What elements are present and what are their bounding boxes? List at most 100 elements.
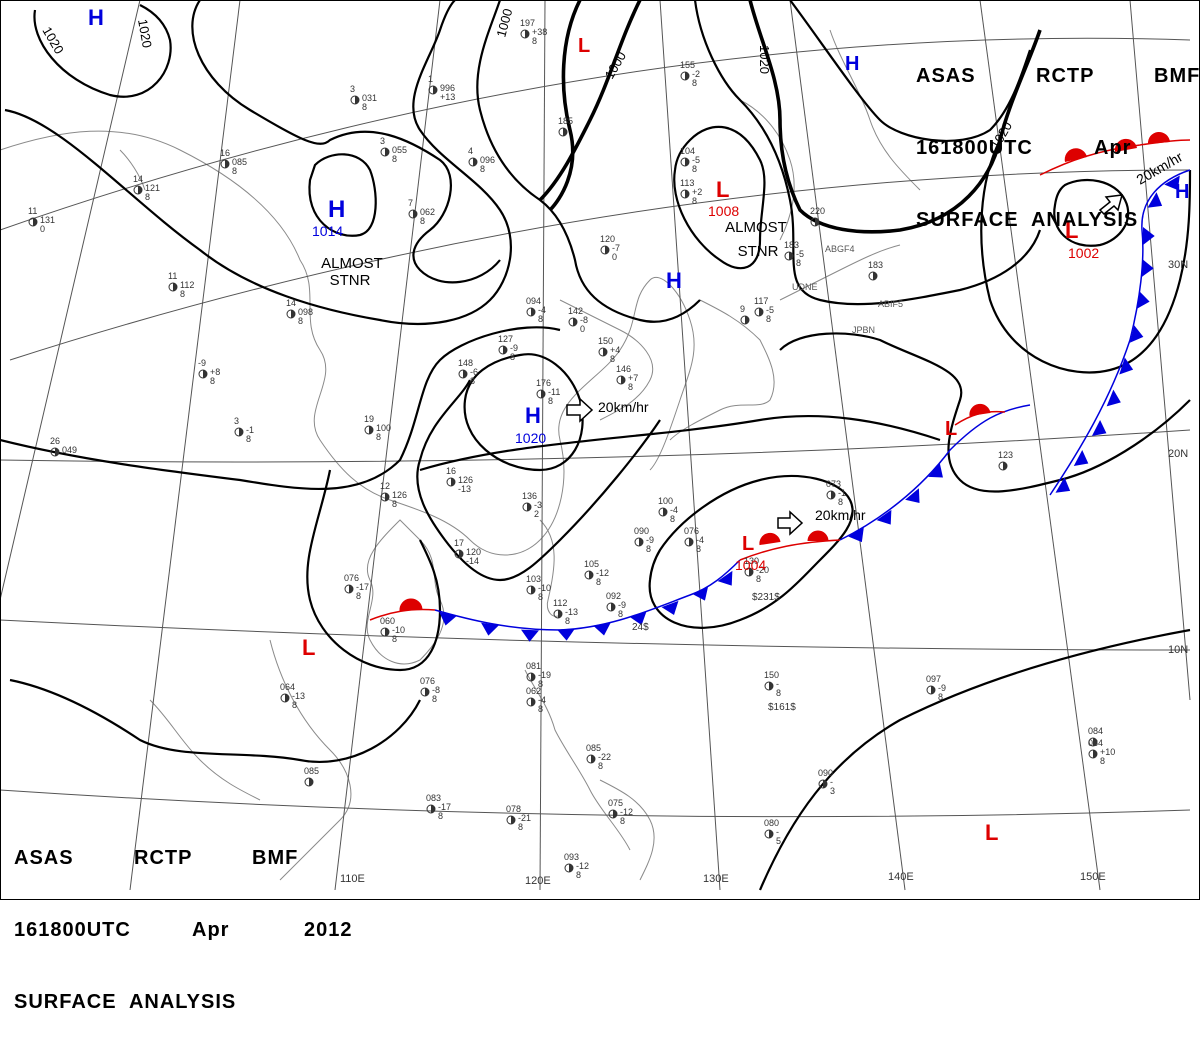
observation-value: 8: [838, 497, 843, 507]
isobar-label: 1020: [135, 18, 155, 49]
station-cloud-cover: [203, 370, 207, 378]
observation-value: -19: [538, 670, 551, 680]
station-cloud-cover: [573, 318, 577, 326]
observation-plot: 146+78: [616, 364, 638, 392]
station-cloud-cover: [239, 428, 243, 436]
observation-value: 11: [168, 271, 177, 281]
header-format: BMF: [252, 847, 299, 869]
observation-plot: 9: [740, 304, 745, 314]
station-cloud-cover: [503, 346, 507, 354]
observation-plot: 142-80: [568, 306, 588, 334]
motion-arrow-h3: [566, 397, 594, 423]
station-cloud-cover: [33, 218, 37, 226]
observation-value: 8: [776, 688, 781, 698]
observation-value: 080: [764, 818, 779, 828]
station-cloud-cover: [1093, 738, 1097, 746]
station-cloud-cover: [385, 148, 389, 156]
observation-value: 8: [392, 154, 397, 164]
motion-arrow-l3: [1098, 194, 1124, 216]
ship-labels: 24$ $231$ $161$: [632, 592, 796, 713]
observation-plot: 185: [558, 116, 573, 126]
observation-value: 8: [1100, 756, 1105, 766]
observation-plot: 103-108: [526, 574, 551, 602]
observation-value: 130: [744, 556, 759, 566]
cold-front-pacific-triangles: [1055, 175, 1180, 493]
observation-value: 8: [538, 592, 543, 602]
station-cloud-cover: [413, 210, 417, 218]
cold-front-triangle: [1129, 325, 1144, 343]
ship-label: $231$: [752, 592, 780, 603]
low-center-l3: L: [1065, 218, 1078, 243]
station-cloud-cover: [789, 252, 793, 260]
header-time: 161800UTC: [916, 137, 1033, 159]
observation-plot: 085-228: [586, 743, 611, 771]
station-cloud-cover: [685, 158, 689, 166]
observation-value: -10: [538, 583, 551, 593]
station-cloud-cover: [309, 778, 313, 786]
observation-plot: 076-88: [420, 676, 440, 704]
observation-plot: 1 996+13: [428, 74, 455, 102]
observation-value: 8: [298, 316, 303, 326]
lon-label-120e: 120E: [525, 875, 551, 887]
observation-plot: 150-8: [764, 670, 781, 698]
observation-value: -12: [596, 568, 609, 578]
observation-value: -13: [565, 607, 578, 617]
observation-value: -10: [392, 625, 405, 635]
observation-value: 8: [438, 811, 443, 821]
station-id-udne: UDNE: [792, 282, 818, 292]
observation-value: -9: [618, 600, 626, 610]
surface-analysis-chart: 160858303181996+134096830558706281412181…: [0, 0, 1200, 900]
observation-value: 14: [133, 174, 143, 184]
station-cloud-cover: [823, 780, 827, 788]
warm-front-pacific-bump-3: [1147, 131, 1170, 144]
cold-front-triangle: [1147, 192, 1163, 208]
cold-front-triangle: [848, 527, 864, 543]
cold-front-triangle: [439, 612, 457, 626]
observation-value: 5: [776, 836, 781, 846]
observation-value: 8: [538, 679, 543, 689]
observation-value: +2: [692, 187, 702, 197]
isobar-label: 1000: [493, 7, 515, 39]
observation-value: 155: [680, 60, 695, 70]
fronts: [369, 131, 1191, 642]
observation-value: +4: [610, 345, 620, 355]
station-cloud-cover: [431, 805, 435, 813]
observation-plot: 183-58: [784, 240, 804, 268]
header-line-1: ASAS RCTP BMF: [14, 846, 374, 870]
cold-front-triangle: [1164, 175, 1180, 191]
observation-value: 8: [548, 396, 553, 406]
observation-value: 8: [628, 382, 633, 392]
header-month: Apr: [1094, 137, 1132, 159]
observation-value: -9: [938, 683, 946, 693]
observation-value: 092: [606, 591, 621, 601]
observation-value: 075: [608, 798, 623, 808]
station-cloud-cover: [759, 308, 763, 316]
observation-value: 8: [756, 574, 761, 584]
observation-value: -5: [796, 249, 804, 259]
cold-front-triangle: [1143, 227, 1155, 245]
cold-front-triangle: [661, 600, 679, 615]
station-cloud-cover: [831, 491, 835, 499]
observation-value: 8: [696, 544, 701, 554]
header-line-3: SURFACE ANALYSIS: [14, 991, 237, 1013]
observation-value: 8: [362, 102, 367, 112]
observation-value: 8: [432, 694, 437, 704]
observation-value: -: [830, 777, 833, 787]
high-center-h4: H: [666, 268, 682, 293]
observation-value: 073: [826, 479, 841, 489]
station-cloud-cover: [1093, 750, 1097, 758]
header-station: RCTP: [1036, 65, 1095, 87]
observation-value: 8: [598, 761, 603, 771]
header-time: 161800UTC: [14, 919, 131, 941]
observation-value: 16: [220, 148, 230, 158]
station-cloud-cover: [689, 538, 693, 546]
observation-value: 104: [680, 146, 695, 156]
observation-value: 084: [1088, 726, 1103, 736]
observation-value: -4: [670, 505, 678, 515]
observation-plot: 120-70: [600, 234, 620, 262]
